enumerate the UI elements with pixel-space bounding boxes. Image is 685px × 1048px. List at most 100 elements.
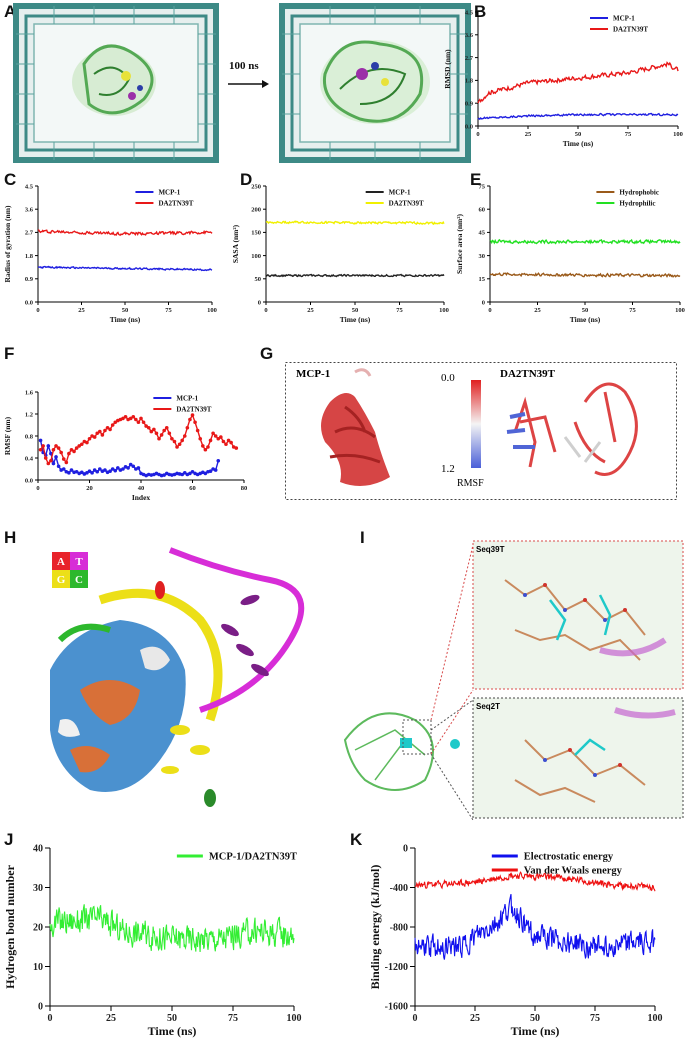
series-line	[489, 238, 681, 245]
data-point	[79, 470, 84, 475]
data-point	[49, 458, 53, 463]
legend-label: DA2TN39T	[158, 200, 193, 208]
x-tick-label: 100	[673, 131, 683, 138]
panel-label-g: G	[260, 344, 274, 363]
y-tick-label: 4.5	[465, 9, 474, 16]
legend-label: DA2TN39T	[389, 200, 424, 208]
data-point	[182, 471, 187, 475]
y-tick-label: 0.0	[25, 299, 33, 306]
y-tick-label: 0	[38, 1002, 43, 1013]
md-snapshot-initial	[13, 3, 219, 163]
y-tick-label: 0.9	[25, 276, 34, 283]
data-point	[203, 447, 208, 452]
x-tick-label: 25	[534, 307, 541, 314]
data-point	[193, 420, 197, 425]
data-point	[98, 467, 102, 471]
y-tick-label: 45	[479, 230, 486, 237]
x-tick-label: 75	[165, 307, 172, 314]
data-point	[139, 416, 143, 421]
series-line	[49, 904, 295, 953]
x-tick-label: 60	[189, 485, 196, 492]
legend-label: Van der Waals energy	[524, 866, 623, 877]
data-point	[54, 455, 58, 459]
x-axis-label: Time (ns)	[511, 1024, 560, 1038]
data-point	[198, 436, 203, 441]
panel-label-d: D	[240, 170, 253, 189]
x-tick-label: 20	[86, 485, 93, 492]
y-tick-label: 0	[258, 299, 261, 306]
hydrogen-bond-chart: 0 25 50 75 100 0 10 20 30 40 Time (ns) Hydrogen bon…	[3, 844, 302, 1039]
data-point	[85, 440, 89, 445]
data-point	[216, 458, 221, 463]
legend-label: Hydrophilic	[619, 200, 655, 208]
data-point	[110, 467, 115, 471]
arrow-label: 100 ns	[229, 60, 259, 72]
legend-label: DA2TN39T	[613, 26, 648, 34]
data-point	[113, 420, 118, 425]
data-point	[56, 464, 61, 469]
x-axis-label: Time (ns)	[563, 139, 594, 148]
mcp1-structure-title: MCP-1	[296, 368, 331, 380]
y-tick-label: 250	[251, 183, 261, 190]
data-point	[234, 446, 239, 450]
legend-label: Electrostatic energy	[524, 852, 614, 863]
x-tick-label: 25	[470, 1013, 480, 1024]
data-point	[92, 468, 97, 472]
rmsf-chart: 0 20 40 60 80 0.0 0.4 0.8 1.2 1.6 Index RMSF (nm) MC…	[3, 389, 247, 502]
y-tick-label: 3.6	[25, 207, 34, 214]
y-tick-label: 50	[255, 276, 262, 283]
data-point	[98, 429, 102, 434]
x-tick-label: 50	[582, 307, 589, 314]
data-point	[67, 471, 71, 475]
data-point	[154, 431, 159, 436]
series-line	[414, 871, 656, 892]
data-point	[141, 420, 146, 425]
data-point	[164, 425, 169, 430]
series-line	[489, 272, 681, 278]
data-point	[182, 434, 187, 438]
data-point	[121, 416, 125, 421]
y-tick-label: 0.9	[465, 101, 474, 108]
x-tick-label: 75	[228, 1013, 238, 1024]
y-axis-label: SASA (nm²)	[231, 224, 240, 263]
series-line	[477, 61, 679, 104]
y-tick-label: 3.6	[465, 32, 474, 39]
x-tick-label: 50	[122, 307, 129, 314]
data-point	[87, 469, 92, 473]
data-point	[74, 469, 79, 474]
x-tick-label: 100	[439, 307, 449, 314]
y-tick-label: 0.0	[465, 123, 473, 130]
data-point	[103, 428, 107, 433]
x-tick-label: 50	[352, 307, 359, 314]
data-point	[105, 425, 110, 430]
data-point	[61, 467, 66, 471]
legend-label: DA2TN39T	[176, 406, 211, 414]
data-point	[121, 467, 125, 471]
y-tick-label: -1200	[385, 962, 408, 973]
data-point	[226, 438, 231, 443]
series-line	[37, 229, 213, 236]
x-axis-label: Time (ns)	[340, 315, 371, 324]
data-point	[177, 442, 182, 447]
x-tick-label: 100	[648, 1013, 663, 1024]
data-point	[219, 435, 223, 439]
data-point	[201, 444, 205, 448]
panel-label-i: I	[360, 528, 365, 547]
data-point	[216, 436, 221, 441]
data-point	[43, 456, 48, 460]
data-point	[180, 438, 184, 443]
x-tick-label: 50	[575, 131, 582, 138]
data-point	[69, 468, 74, 472]
y-axis-label: Hydrogen bond number	[3, 864, 17, 988]
data-point	[162, 428, 166, 433]
y-tick-label: 100	[251, 253, 261, 260]
data-point	[185, 425, 190, 430]
x-axis-label: Time (ns)	[570, 315, 601, 324]
legend-label: MCP-1	[389, 189, 411, 197]
data-point	[131, 414, 136, 419]
y-tick-label: 1.6	[25, 389, 34, 396]
data-point	[110, 423, 115, 427]
rmsd-chart: 0 25 50 75 100 0.0 0.9 1.8 2.7 3.6 4.5 Time (ns) RMS…	[443, 9, 683, 148]
data-point	[87, 436, 92, 441]
series-line	[265, 220, 445, 226]
